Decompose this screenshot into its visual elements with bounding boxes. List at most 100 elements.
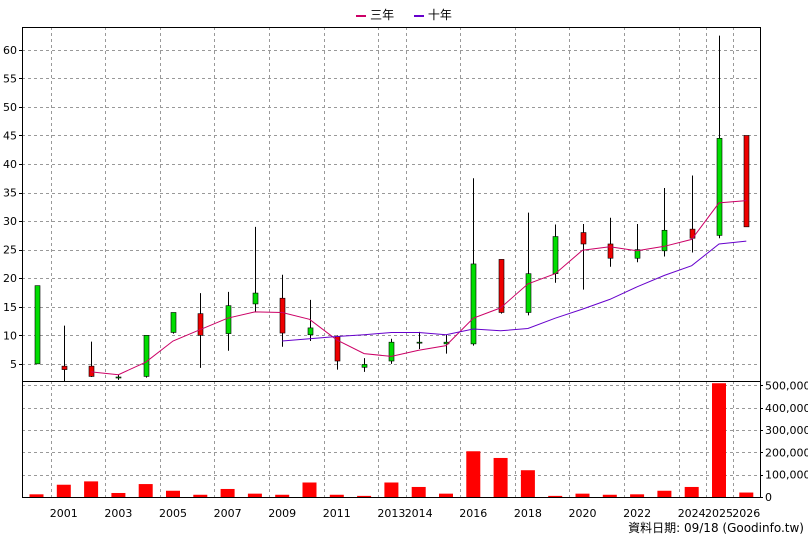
candle-body xyxy=(361,364,368,368)
candle-body xyxy=(661,229,668,252)
volume-bar xyxy=(520,470,535,497)
candle-body xyxy=(34,285,41,365)
volume-bar xyxy=(166,490,180,497)
volume-bar xyxy=(493,457,508,497)
price-tick-label: 35 xyxy=(3,187,17,200)
legend-item-ma10: 十年 xyxy=(413,6,452,23)
volume-bar xyxy=(84,481,99,497)
candle-body xyxy=(197,313,204,336)
volume-tick-label: 100,000 xyxy=(765,469,808,482)
price-tick-label: 15 xyxy=(3,301,17,314)
candle-body xyxy=(170,312,177,333)
price-tick-label: 45 xyxy=(3,129,17,142)
legend: 三年 十年 xyxy=(0,6,808,23)
price-tick-label: 25 xyxy=(3,244,17,257)
candle-body xyxy=(743,135,750,228)
legend-swatch-ma3 xyxy=(356,14,367,17)
volume-bar xyxy=(466,451,481,497)
volume-bar xyxy=(247,493,262,497)
price-tick-label: 50 xyxy=(3,101,17,114)
year-label: 2024 xyxy=(678,507,706,520)
candle-body xyxy=(279,297,286,334)
price-tick-label: 40 xyxy=(3,158,17,171)
year-label: 2013 xyxy=(377,507,405,520)
year-label: 2009 xyxy=(268,507,296,520)
volume-bar xyxy=(739,492,754,497)
year-label: 2011 xyxy=(323,507,351,520)
volume-bar xyxy=(411,486,426,497)
candle-body xyxy=(307,327,314,336)
volume-bar xyxy=(384,482,399,497)
candle-body xyxy=(143,335,150,377)
volume-tick-label: 200,000 xyxy=(765,446,808,459)
moving-average-lines xyxy=(91,200,747,376)
candle-body xyxy=(388,341,395,362)
price-tick-label: 10 xyxy=(3,329,17,342)
volume-bar xyxy=(220,488,235,497)
volume-bar xyxy=(138,484,153,497)
candle-body xyxy=(115,376,122,379)
ma3-line xyxy=(91,200,747,376)
price-tick-label: 5 xyxy=(10,358,17,371)
year-label: 2026 xyxy=(732,507,760,520)
legend-swatch-ma10 xyxy=(413,14,424,17)
legend-item-ma3: 三年 xyxy=(356,6,394,23)
volume-bar xyxy=(630,494,645,497)
volume-bar xyxy=(329,494,344,497)
candle-body xyxy=(252,292,259,305)
year-label: 2001 xyxy=(50,507,78,520)
volume-bar xyxy=(575,493,590,497)
volume-bar xyxy=(56,484,71,497)
candle-body xyxy=(470,263,477,345)
candle-body xyxy=(416,341,423,344)
candle-body xyxy=(61,365,68,370)
plot-frame xyxy=(22,27,761,498)
volume-bar xyxy=(657,490,672,497)
candle-body xyxy=(552,236,559,274)
year-label: 2025 xyxy=(705,507,733,520)
candle-body xyxy=(634,249,641,259)
volume-bar xyxy=(111,492,126,497)
year-label: 2020 xyxy=(569,507,597,520)
volume-bar xyxy=(357,495,372,497)
volume-bar xyxy=(602,494,617,497)
candle-body xyxy=(607,243,614,259)
volume-bar xyxy=(548,495,563,497)
year-label: 2022 xyxy=(623,507,651,520)
year-label: 2003 xyxy=(104,507,132,520)
candle-body xyxy=(525,273,532,313)
plot-border xyxy=(22,27,761,498)
candle-body xyxy=(225,305,232,334)
price-tick-label: 30 xyxy=(3,215,17,228)
volume-tick-label: 300,000 xyxy=(765,424,808,437)
candle-body xyxy=(580,232,587,245)
year-label: 2018 xyxy=(514,507,542,520)
volume-bar xyxy=(684,486,699,497)
year-label: 2007 xyxy=(214,507,242,520)
ma10-line xyxy=(282,240,747,342)
price-tick-label: 55 xyxy=(3,72,17,85)
candlesticks xyxy=(34,35,750,381)
volume-bar xyxy=(193,494,208,497)
year-label: 2016 xyxy=(459,507,487,520)
legend-label-ma10: 十年 xyxy=(427,8,452,22)
candle-body xyxy=(88,365,95,377)
volume-bar xyxy=(29,494,44,497)
volume-tick-label: 500,000 xyxy=(765,379,808,392)
price-tick-label: 60 xyxy=(3,44,17,57)
volume-bar xyxy=(302,482,317,497)
axis-labels: 510152025303540455055600100,000200,00030… xyxy=(3,44,808,520)
volume-bar xyxy=(712,383,726,497)
price-tick-label: 20 xyxy=(3,272,17,285)
candle-body xyxy=(689,228,696,239)
candle-body xyxy=(498,259,505,313)
legend-label-ma3: 三年 xyxy=(370,8,395,22)
volume-bar xyxy=(275,494,290,497)
volume-tick-label: 400,000 xyxy=(765,402,808,415)
volume-bar xyxy=(439,493,453,497)
data-date-footer: 資料日期: 09/18 (Goodinfo.tw) xyxy=(628,521,804,535)
year-label: 2014 xyxy=(405,507,433,520)
year-label: 2005 xyxy=(159,507,187,520)
candle-body xyxy=(716,138,723,236)
